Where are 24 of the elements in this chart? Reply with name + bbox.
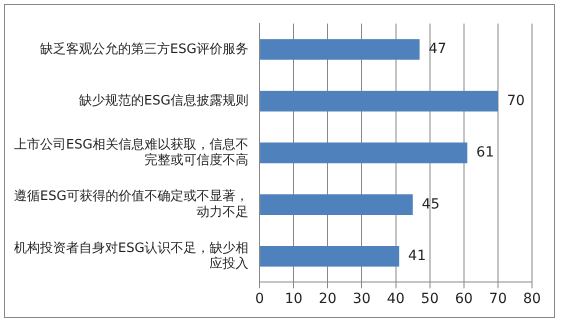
y-tick-label: 缺乏客观公允的第三方ESG评价服务 (40, 40, 249, 57)
x-tick-label: 30 (352, 291, 371, 308)
bar (260, 142, 468, 164)
x-tick-label: 0 (255, 291, 264, 308)
y-tick-label: 机构投资者自身对ESG认识不足，缺少相应投入 (14, 240, 249, 272)
x-tick-label: 20 (318, 291, 337, 308)
bar (260, 90, 498, 112)
data-label: 61 (476, 144, 494, 161)
bar (260, 39, 420, 60)
data-label: 45 (422, 196, 440, 212)
data-label: 70 (506, 92, 525, 109)
x-tick-label: 70 (489, 291, 507, 308)
x-tick-label: 40 (386, 291, 405, 308)
x-tick-label: 10 (284, 291, 303, 308)
bar (260, 194, 413, 215)
x-tick-label: 80 (523, 291, 541, 308)
x-tick-label: 60 (454, 291, 473, 308)
y-tick-label: 上市公司ESG相关信息难以获取，信息不完整或可信度不高 (14, 137, 249, 168)
y-tick-label: 遵循ESG可获得的价值不确定或不显著，动力不足 (14, 188, 249, 220)
data-label: 47 (428, 41, 446, 58)
bar (260, 246, 400, 267)
data-label: 41 (408, 248, 426, 264)
x-tick-label: 50 (420, 291, 439, 308)
y-tick-label: 缺少规范的ESG信息披露规则 (78, 94, 249, 109)
